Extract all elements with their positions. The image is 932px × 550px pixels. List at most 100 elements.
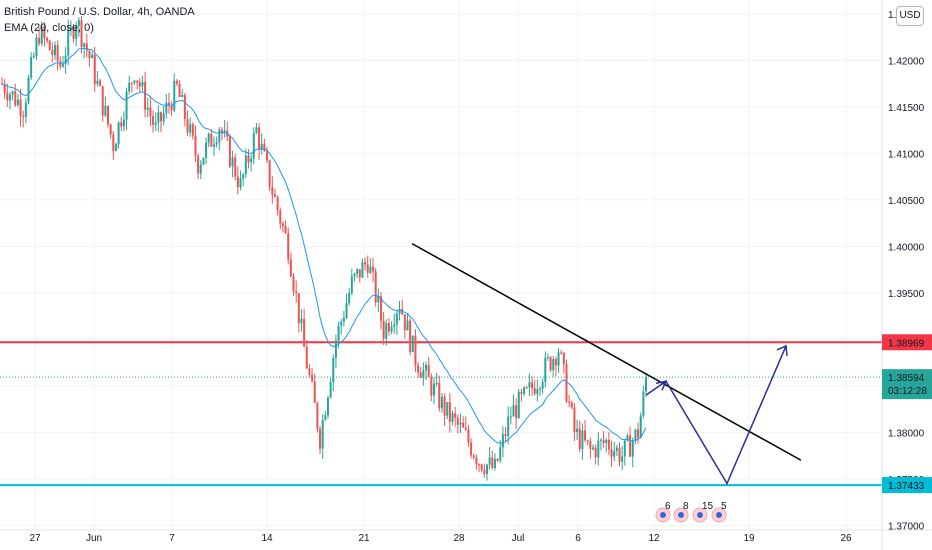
candle-body	[639, 415, 642, 438]
candle-body	[289, 259, 292, 277]
candle-body	[122, 119, 125, 127]
candle-body	[120, 122, 123, 127]
candle-body	[205, 142, 208, 158]
candle-body	[493, 458, 496, 468]
candle-body	[189, 124, 192, 133]
candle-body	[167, 102, 170, 106]
candle-body	[395, 313, 398, 325]
candle-body	[220, 129, 223, 134]
ema-line	[1, 47, 647, 444]
y-tick-label: 1.40500	[888, 196, 925, 207]
candle-body	[509, 416, 512, 418]
candle-body	[533, 388, 536, 395]
candle-body	[403, 314, 406, 331]
candle-body	[247, 155, 250, 163]
level-price-tag	[882, 477, 932, 494]
candle-body	[138, 82, 141, 87]
candle-body	[581, 430, 584, 450]
candle-body	[93, 54, 96, 84]
candle-body	[387, 323, 390, 332]
price-axis[interactable]: 1.370001.375001.380001.385001.390001.395…	[881, 0, 925, 550]
chart-grid	[0, 0, 882, 530]
x-tick-label: 6	[575, 533, 581, 544]
candle-body	[515, 405, 518, 419]
x-tick-label: 12	[648, 533, 660, 544]
candle-body	[77, 20, 80, 27]
candle-body	[597, 440, 600, 458]
candle-body	[72, 27, 75, 39]
candle-body	[107, 105, 110, 125]
event-badges[interactable]: 6 8 15 5	[655, 501, 727, 523]
candle-body	[411, 335, 414, 352]
candle-body	[85, 43, 88, 51]
candle-body	[295, 291, 298, 294]
candle-body	[160, 112, 163, 122]
candle-body	[560, 352, 563, 354]
horizontal-levels	[0, 341, 882, 487]
candle-body	[244, 155, 247, 175]
event-badge[interactable]: 8	[673, 501, 689, 523]
candle-body	[364, 262, 367, 265]
candle-body	[40, 26, 43, 44]
currency-button[interactable]: USD	[896, 6, 924, 26]
candle-body	[475, 457, 478, 465]
candle-body	[637, 429, 640, 438]
candle-body	[104, 105, 107, 116]
time-axis[interactable]: 27 Jun 7 14 21 28 Jul 6 12 19 26	[0, 529, 932, 544]
candle-body	[356, 269, 359, 274]
event-badge[interactable]: 5	[711, 501, 727, 523]
candle-body	[536, 389, 539, 395]
candle-body	[141, 81, 144, 87]
candle-body	[618, 447, 621, 462]
candle-body	[69, 27, 72, 30]
candle-body	[443, 396, 446, 416]
candle-body	[491, 457, 494, 468]
candle-body	[372, 266, 375, 272]
indicator-label[interactable]: EMA (20, close, 0)	[4, 22, 94, 34]
candle-body	[350, 276, 353, 293]
event-flag-dot	[660, 512, 666, 518]
candle-body	[353, 273, 356, 277]
candle-body	[531, 382, 534, 389]
candle-body	[181, 94, 184, 97]
candle-body	[366, 264, 369, 273]
candle-body	[149, 107, 152, 117]
candle-body	[303, 318, 306, 347]
candle-body	[369, 266, 372, 273]
candle-body	[544, 357, 547, 382]
candle-body	[631, 440, 634, 457]
candle-body	[152, 116, 155, 125]
candle-body	[520, 391, 523, 394]
candle-body	[379, 296, 382, 321]
price-labels: 1.38969 1.37433 1.38594 03:12:28	[882, 334, 932, 494]
candle-body	[234, 157, 237, 177]
candle-body	[613, 451, 616, 457]
candle-body	[504, 434, 507, 437]
candle-body	[324, 415, 327, 420]
candle-body	[393, 324, 396, 327]
current-price-label: 1.38594	[888, 373, 925, 384]
symbol-title[interactable]: British Pound / U.S. Dollar, 4h, OANDA	[4, 6, 195, 18]
projection-path	[645, 345, 787, 486]
candle-body	[496, 458, 499, 461]
y-tick-label: 1.37000	[888, 521, 925, 532]
current-price-tag	[882, 369, 932, 400]
candle-body	[48, 40, 51, 51]
candle-body	[401, 308, 404, 315]
event-badge[interactable]: 6	[655, 501, 671, 523]
candle-body	[24, 102, 27, 117]
candle-body	[488, 457, 491, 465]
candle-body	[361, 262, 364, 278]
candle-body	[507, 416, 510, 437]
x-tick-label: Jun	[86, 533, 102, 544]
candle-body	[231, 157, 234, 167]
event-badge[interactable]: 15	[692, 501, 714, 523]
candle-body	[570, 402, 573, 408]
candle-body	[255, 127, 258, 134]
candle-body	[252, 133, 255, 159]
candle-body	[578, 428, 581, 450]
candle-body	[483, 470, 486, 474]
x-tick-label: 21	[358, 533, 370, 544]
candle-body	[157, 112, 160, 123]
